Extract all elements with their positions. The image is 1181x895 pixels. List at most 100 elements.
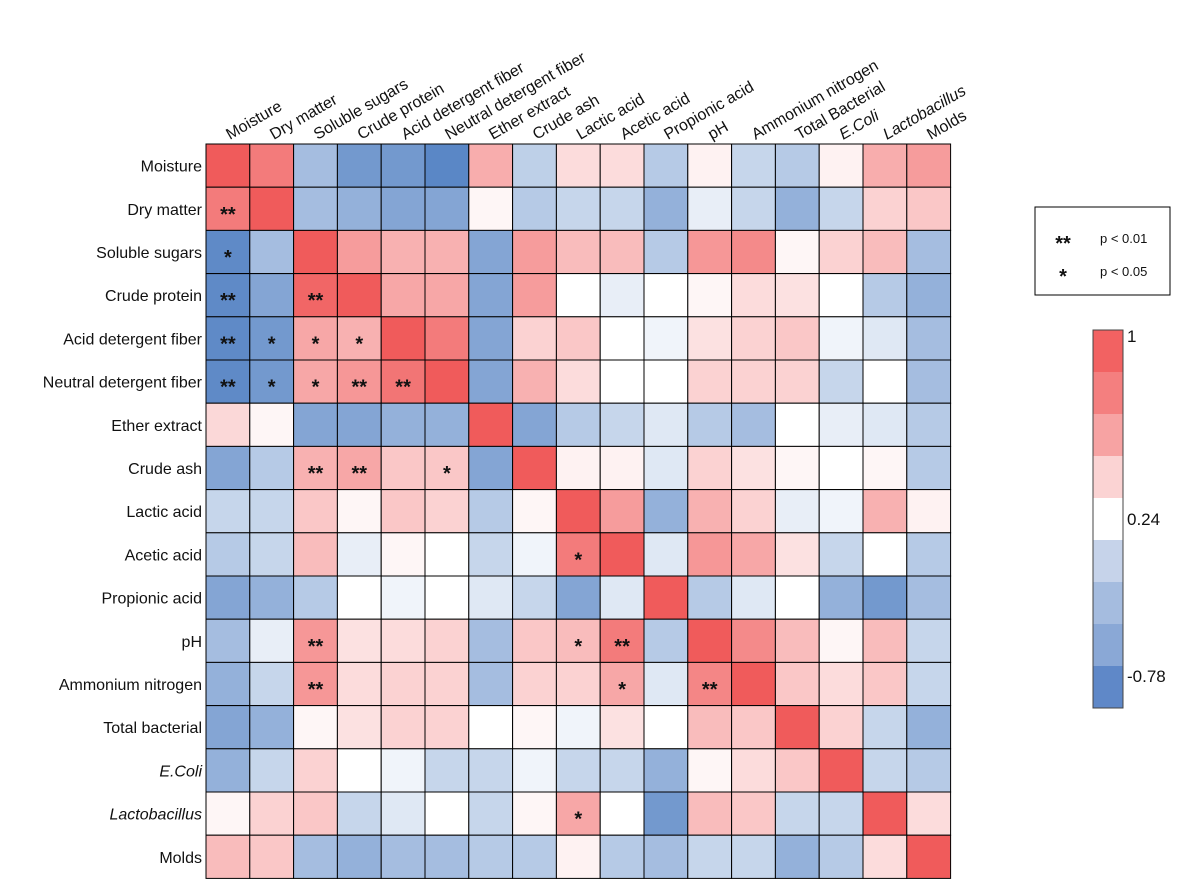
- heatmap-cell: [906, 143, 952, 188]
- heatmap-cell: [249, 186, 295, 231]
- heatmap-cell: [512, 661, 557, 707]
- row-label: Lactic acid: [126, 504, 202, 521]
- heatmap-cell: [555, 661, 601, 707]
- heatmap-cell: [293, 834, 338, 879]
- heatmap-cell: [468, 359, 514, 404]
- heatmap-cell: [512, 834, 557, 879]
- colorbar-frame: [1092, 329, 1124, 709]
- heatmap-cell: [512, 273, 557, 318]
- significance-mark: **: [395, 377, 411, 399]
- heatmap-cell: [293, 489, 338, 534]
- legend-label: p < 0.01: [1100, 231, 1147, 246]
- heatmap-cell: [293, 661, 338, 707]
- colorbar-segment: [1093, 414, 1123, 457]
- significance-layer: ***** **** * * *** * * ** **** ** **** * **** * ***: [220, 204, 718, 831]
- heatmap-cell: [249, 273, 295, 318]
- heatmap-cell: [643, 748, 689, 793]
- heatmap-cell: [862, 186, 908, 231]
- heatmap-cell: [643, 791, 689, 836]
- heatmap-cell: [599, 618, 645, 663]
- heatmap-cell: [293, 705, 338, 750]
- heatmap-cell: [687, 575, 733, 620]
- heatmap-cell: [731, 791, 776, 836]
- heatmap-cell: [643, 316, 689, 361]
- heatmap-cell: [468, 834, 514, 879]
- heatmap-cell: [818, 143, 864, 188]
- heatmap-cell: [512, 618, 557, 663]
- heatmap-cell: [380, 229, 426, 275]
- heatmap-cell: [336, 273, 382, 318]
- heatmap-cell: [906, 402, 952, 447]
- heatmap-cell: [336, 834, 382, 879]
- heatmap-cell: [687, 748, 733, 793]
- row-label: Neutral detergent fiber: [43, 375, 203, 392]
- heatmap-cell: [424, 748, 470, 793]
- colorbar-segment: [1093, 624, 1123, 667]
- heatmap-cell: [293, 143, 338, 188]
- heatmap-cell: [249, 575, 295, 620]
- heatmap-cell: [249, 489, 295, 534]
- heatmap-cell: [818, 618, 864, 663]
- heatmap-cell: [555, 402, 601, 447]
- heatmap-cell: [774, 445, 820, 491]
- significance-mark: **: [308, 679, 324, 701]
- significance-mark: **: [702, 679, 718, 701]
- heatmap-cell: [774, 532, 820, 577]
- heatmap-cell: [643, 143, 689, 188]
- heatmap-cell: [818, 532, 864, 577]
- heatmap-cell: [774, 186, 820, 231]
- heatmap-cell: [380, 532, 426, 577]
- heatmap-cell: [862, 143, 908, 188]
- colorbar-label: 1: [1127, 327, 1136, 346]
- heatmap-cell: [336, 661, 382, 707]
- heatmap-cell: [643, 705, 689, 750]
- heatmap-cell: [249, 705, 295, 750]
- heatmap-cell: [555, 618, 601, 663]
- heatmap-cell: [862, 229, 908, 275]
- heatmap-cell: [774, 402, 820, 447]
- heatmap-cell: [643, 575, 689, 620]
- heatmap-cell: [249, 445, 295, 491]
- heatmap-cell: [643, 273, 689, 318]
- cells-layer: [205, 143, 952, 879]
- heatmap-cell: [774, 359, 820, 404]
- heatmap-cell: [599, 316, 645, 361]
- heatmap-cell: [862, 532, 908, 577]
- heatmap-cell: [468, 229, 514, 275]
- heatmap-cell: [555, 186, 601, 231]
- row-label: Moisture: [141, 159, 202, 176]
- significance-mark: *: [312, 377, 320, 399]
- heatmap-cell: [424, 575, 470, 620]
- heatmap-cell: [643, 618, 689, 663]
- heatmap-cell: [424, 445, 470, 491]
- heatmap-cell: [687, 791, 733, 836]
- heatmap-cell: [687, 229, 733, 275]
- heatmap-cell: [774, 791, 820, 836]
- heatmap-cell: [774, 705, 820, 750]
- heatmap-cell: [293, 186, 338, 231]
- significance-mark: *: [443, 463, 451, 485]
- heatmap-cell: [687, 445, 733, 491]
- significance-mark: *: [574, 636, 582, 658]
- heatmap-cell: [205, 532, 251, 577]
- heatmap-cell: [774, 661, 820, 707]
- row-label: Ammonium nitrogen: [59, 677, 202, 694]
- heatmap-cell: [512, 316, 557, 361]
- heatmap-cell: [555, 489, 601, 534]
- heatmap-cell: [862, 618, 908, 663]
- heatmap-cell: [380, 661, 426, 707]
- heatmap-cell: [818, 661, 864, 707]
- heatmap-cell: [906, 748, 952, 793]
- heatmap-cell: [512, 143, 557, 188]
- heatmap-cell: [512, 748, 557, 793]
- row-label: Total bacterial: [103, 720, 202, 737]
- significance-mark: *: [618, 679, 626, 701]
- heatmap-cell: [512, 489, 557, 534]
- heatmap-cell: [599, 402, 645, 447]
- heatmap-cell: [818, 273, 864, 318]
- heatmap-cell: [862, 575, 908, 620]
- heatmap-cell: [468, 532, 514, 577]
- heatmap-cell: [687, 705, 733, 750]
